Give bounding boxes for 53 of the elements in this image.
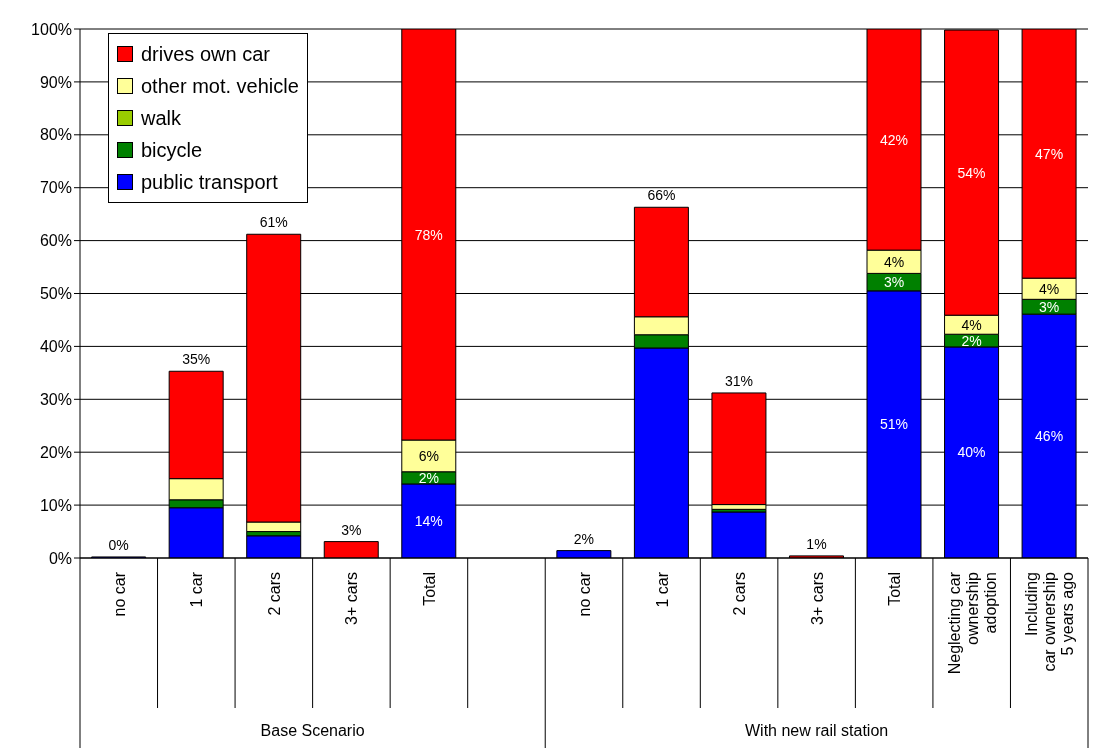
x-tick-label: 2 cars [265,572,283,616]
x-tick-label: 3+ cars [808,572,826,625]
data-label: 6% [418,447,439,464]
data-label: 4% [883,253,905,270]
data-label: 4% [961,316,982,333]
legend-label: public transport [141,170,278,195]
x-tick-label: Total [420,572,438,606]
y-tick-label: 70% [39,179,72,197]
text: With new rail station [744,722,890,740]
data-label: 46% [1035,428,1064,445]
total-label: 1% [806,535,827,552]
x-tick-label: no car [110,571,128,617]
x-tick-label: Neglecting car ownership adoption [945,571,999,675]
y-tick-label: 50% [39,285,72,303]
total-label: 31% [724,372,753,389]
x-tick-label: Total [886,572,904,606]
y-tick-label: 80% [39,126,72,144]
data-label: 47% [1035,145,1064,162]
text: Base Scenario [259,722,366,740]
legend-label: walk [141,106,182,131]
y-tick-label: 30% [39,390,72,408]
y-tick-label: 60% [39,232,72,250]
x-tick-label: 1 car [653,571,671,608]
y-tick-label: 100% [31,20,72,38]
data-label: 54% [957,164,986,181]
total-label: 0% [108,536,129,553]
x-tick-label: no car [576,571,593,617]
x-tick-label: 3+ cars [343,572,361,625]
data-label: 42% [880,131,909,148]
total-label: 61% [259,214,288,231]
legend-label: drives own car [141,42,270,67]
y-tick-label: 90% [39,73,72,91]
y-tick-label: 20% [39,443,72,461]
data-label: 2% [961,332,982,349]
y-tick-label: 10% [39,496,72,514]
data-label: 40% [957,444,986,461]
legend-label: other mot. vehicle [141,74,299,99]
data-label: 51% [880,416,909,433]
legend-label: bicycle [141,138,203,163]
data-label: 2% [418,469,439,486]
x-tick-label: 1 car [188,571,206,608]
data-label: 3% [883,274,905,291]
data-label: 78% [414,226,443,243]
data-label: 3% [1038,298,1060,315]
total-label: 35% [182,351,211,368]
y-tick-label: 40% [39,338,72,356]
y-tick-label: 0% [48,549,72,567]
x-tick-label: 2 cars [731,572,749,616]
total-label: 66% [647,187,676,204]
data-label: 4% [1038,280,1060,297]
data-label: 14% [414,512,443,529]
total-label: 2% [573,530,594,547]
total-label: 3% [341,521,362,538]
